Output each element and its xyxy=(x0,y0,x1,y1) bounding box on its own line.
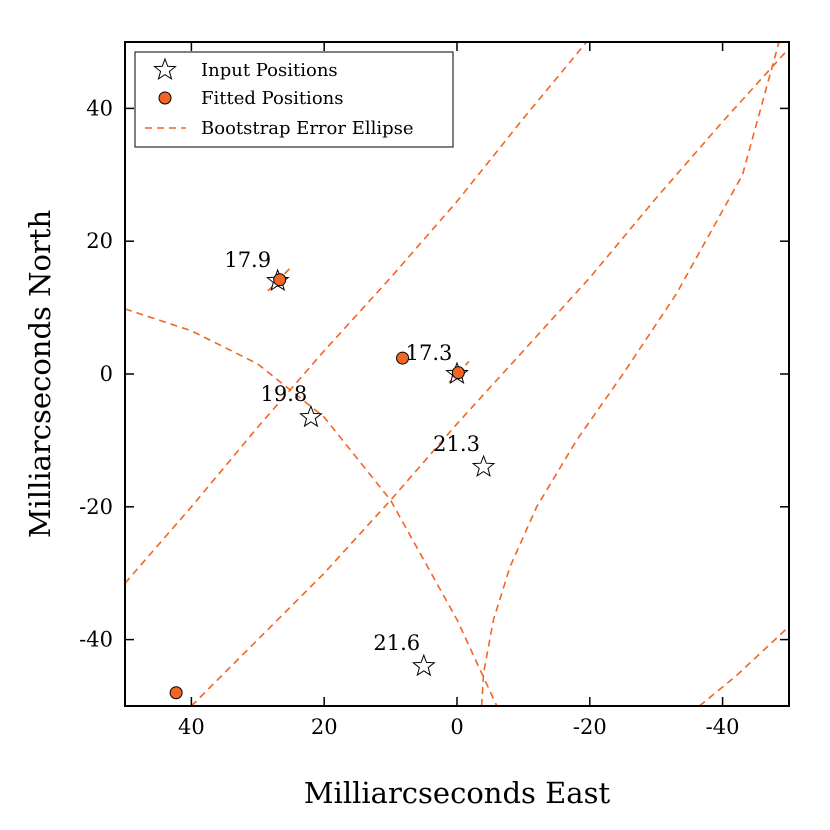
legend-dot-icon xyxy=(158,91,172,105)
input-star-3 xyxy=(471,454,496,478)
legend-label-fitted: Fitted Positions xyxy=(201,88,343,109)
y-tick-label-1: 20 xyxy=(86,229,113,253)
legend-star-icon xyxy=(153,57,177,81)
fitted-dot-1 xyxy=(451,366,465,380)
error-ellipse-4 xyxy=(125,308,498,706)
y-tick-label-2: 0 xyxy=(100,362,113,386)
input-star-4 xyxy=(411,653,436,677)
magnitude-labels: 17.9 17.3 19.8 21.3 21.6 xyxy=(224,248,480,655)
error-ellipse-3 xyxy=(190,51,787,706)
magnitude-label-1: 17.3 xyxy=(406,341,453,365)
y-axis-title: Milliarcseconds North xyxy=(23,210,57,538)
error-ellipse-6 xyxy=(698,629,787,706)
y-tick-label-3: -20 xyxy=(79,495,113,519)
legend-label-input: Input Positions xyxy=(201,60,338,81)
fitted-dot-2 xyxy=(396,351,410,365)
fitted-positions xyxy=(169,273,465,700)
legend-label-ellipse: Bootstrap Error Ellipse xyxy=(201,118,414,139)
legend: Input Positions Fitted Positions Bootstr… xyxy=(134,51,454,148)
magnitude-label-2: 19.8 xyxy=(261,382,308,406)
legend-symbols xyxy=(145,57,186,129)
axis-ticks: 40 20 0 -20 -40 40 20 0 -20 -40 xyxy=(79,42,789,739)
magnitude-label-4: 21.6 xyxy=(373,631,420,655)
x-tick-label-3: -20 xyxy=(573,715,607,739)
x-tick-label-0: 40 xyxy=(178,715,205,739)
legend-box xyxy=(134,51,454,148)
magnitude-label-3: 21.3 xyxy=(433,432,480,456)
input-star-2 xyxy=(299,404,323,428)
fitted-dot-0 xyxy=(273,273,287,287)
magnitude-label-0: 17.9 xyxy=(224,248,271,272)
x-axis-title: Milliarcseconds East xyxy=(304,776,611,810)
y-tick-label-4: -40 xyxy=(79,628,113,652)
x-tick-label-2: 0 xyxy=(450,715,463,739)
error-ellipse-2 xyxy=(125,42,588,584)
y-tick-label-0: 40 xyxy=(86,96,113,120)
error-ellipse-5 xyxy=(480,42,780,706)
x-tick-label-1: 20 xyxy=(311,715,338,739)
x-tick-label-4: -40 xyxy=(706,715,740,739)
fitted-dot-3 xyxy=(169,686,183,700)
